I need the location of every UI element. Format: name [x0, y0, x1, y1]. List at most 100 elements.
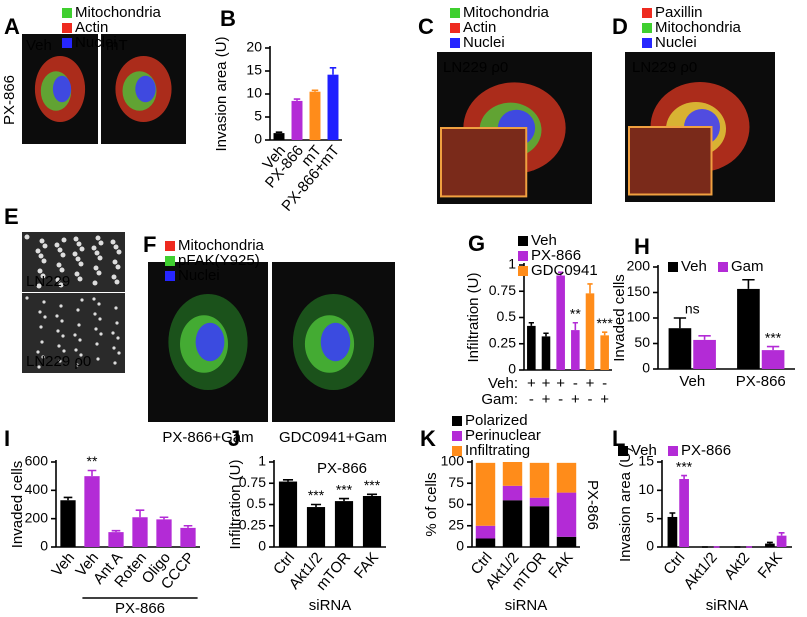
- error-bar: [159, 516, 169, 520]
- legend-swatch: [450, 23, 460, 33]
- y-tick-label: 15: [246, 62, 262, 78]
- bar: [309, 91, 321, 140]
- cell: [58, 282, 64, 288]
- bar: [668, 328, 692, 369]
- bar: [60, 500, 76, 547]
- y-tick-label: 20: [246, 39, 262, 55]
- legend-swatch: [452, 446, 462, 456]
- error-bar: [742, 278, 755, 289]
- error-bar: [293, 98, 301, 101]
- row-mark: -: [588, 391, 593, 408]
- error-bar: [87, 469, 97, 477]
- bar: [776, 535, 787, 547]
- cell: [92, 297, 96, 301]
- bar-segment: [502, 500, 523, 547]
- y-axis-label: % of cells: [423, 472, 440, 536]
- legend-label: Nuclei: [655, 34, 697, 51]
- annotation: **: [570, 305, 581, 321]
- y-axis-label: Invaded cells: [611, 274, 628, 362]
- error-bar: [543, 332, 549, 337]
- legend-label: Polarized: [465, 412, 528, 429]
- cell: [73, 333, 77, 337]
- cell: [56, 329, 60, 333]
- cell: [24, 234, 30, 240]
- legend-swatch: [518, 251, 528, 261]
- y-tick-label: 0: [258, 538, 266, 554]
- annotation: ns: [685, 301, 700, 317]
- image-label: LN229 ρ0: [632, 59, 697, 76]
- y-tick-label: 50: [448, 495, 464, 511]
- panel-letter: A: [4, 14, 20, 39]
- legend-label: Perinuclear: [465, 427, 541, 444]
- error-bar: [698, 335, 711, 340]
- bar-segment: [529, 462, 550, 498]
- legend-swatch: [642, 38, 652, 48]
- legend-label: Infiltrating: [465, 442, 530, 459]
- x-tick-label: FAK: [755, 549, 786, 582]
- bar: [273, 133, 285, 140]
- cell: [77, 323, 81, 327]
- error-bar: [366, 493, 378, 496]
- image-label: PX-866+Gam: [162, 429, 253, 446]
- annotation: ***: [765, 329, 782, 345]
- annotation: ***: [676, 458, 693, 474]
- cell: [98, 240, 104, 246]
- row-mark: +: [600, 391, 609, 408]
- legend-label: PX-866: [681, 442, 731, 459]
- row-label: Gam:: [481, 391, 518, 408]
- row-mark: +: [556, 375, 565, 392]
- bar-segment: [529, 497, 550, 507]
- nucleus: [320, 322, 351, 362]
- legend-swatch: [668, 446, 678, 456]
- cell: [40, 340, 44, 344]
- bar: [765, 543, 775, 547]
- micrograph: [22, 232, 125, 292]
- x-tick-label: Ctrl: [660, 549, 688, 578]
- cell: [94, 250, 100, 256]
- y-tick-label: 0.25: [489, 334, 516, 350]
- legend-swatch: [450, 38, 460, 48]
- error-bar: [311, 89, 319, 92]
- nucleus: [195, 322, 225, 362]
- x-tick-label: Veh: [48, 549, 78, 580]
- legend-label: Nuclei: [463, 34, 505, 51]
- cell: [74, 271, 80, 277]
- y-tick-label: 5: [646, 509, 654, 525]
- panel-letter: F: [143, 232, 156, 257]
- cell: [41, 355, 45, 359]
- cell: [92, 280, 98, 286]
- legend-swatch: [62, 23, 72, 33]
- y-tick-label: 75: [448, 474, 464, 490]
- y-axis-label: Invasion area (U): [617, 447, 634, 562]
- cell: [93, 312, 97, 316]
- y-tick-label: 200: [25, 509, 49, 525]
- cell: [57, 344, 61, 348]
- y-tick-label: 0.5: [497, 308, 517, 324]
- cell: [56, 262, 62, 268]
- panel-letter: H: [634, 234, 650, 259]
- legend-label: Veh: [681, 258, 707, 275]
- cell: [43, 315, 47, 319]
- y-tick-label: 50: [634, 334, 650, 350]
- cell: [36, 283, 42, 289]
- bar: [306, 507, 326, 547]
- cell: [91, 245, 97, 251]
- cell: [96, 270, 102, 276]
- legend-label: Veh: [531, 232, 557, 249]
- nucleus: [135, 75, 156, 103]
- y-tick-label: 100: [627, 309, 651, 325]
- micrograph: [22, 293, 125, 373]
- image-label: LN229 ρ0: [26, 353, 91, 370]
- cell: [97, 302, 101, 306]
- cell: [116, 336, 120, 340]
- legend-label: Actin: [463, 19, 496, 36]
- image-label: GDC0941+Gam: [279, 429, 387, 446]
- legend-swatch: [642, 23, 652, 33]
- bar: [132, 517, 148, 547]
- cell: [60, 319, 64, 323]
- cell: [112, 259, 118, 265]
- image-label: LN229 ρ0: [443, 59, 508, 76]
- bar: [667, 516, 678, 547]
- inset: [440, 127, 528, 198]
